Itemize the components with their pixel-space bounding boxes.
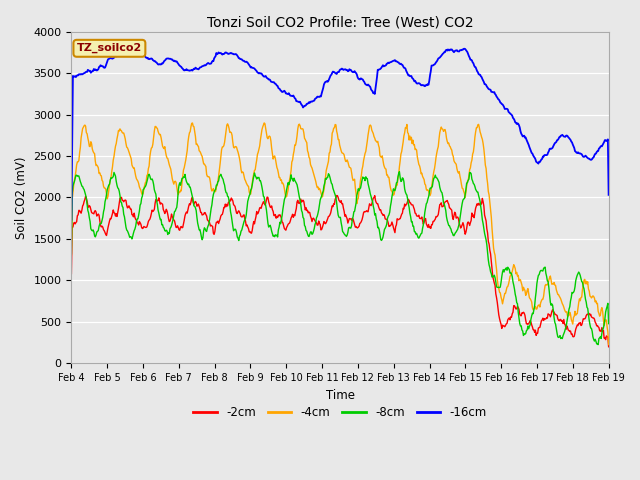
-8cm bbox=[605, 321, 612, 326]
Line: -8cm: -8cm bbox=[72, 172, 609, 345]
-8cm bbox=[406, 210, 413, 216]
-16cm bbox=[187, 68, 195, 73]
X-axis label: Time: Time bbox=[326, 389, 355, 402]
-16cm bbox=[132, 49, 140, 55]
-4cm bbox=[77, 135, 85, 141]
-16cm bbox=[405, 72, 413, 78]
-4cm bbox=[216, 167, 223, 173]
-16cm bbox=[421, 84, 429, 89]
-8cm bbox=[595, 342, 602, 348]
-2cm bbox=[132, 217, 140, 223]
-4cm bbox=[260, 120, 268, 126]
-8cm bbox=[68, 251, 76, 257]
-8cm bbox=[187, 187, 195, 193]
-16cm bbox=[605, 192, 612, 198]
-16cm bbox=[216, 50, 223, 56]
-4cm bbox=[187, 124, 195, 130]
Line: -16cm: -16cm bbox=[72, 49, 609, 219]
-2cm bbox=[406, 200, 413, 206]
-2cm bbox=[77, 210, 85, 216]
Y-axis label: Soil CO2 (mV): Soil CO2 (mV) bbox=[15, 156, 28, 239]
-8cm bbox=[77, 181, 85, 187]
-4cm bbox=[132, 176, 140, 181]
-4cm bbox=[422, 182, 429, 188]
Title: Tonzi Soil CO2 Profile: Tree (West) CO2: Tonzi Soil CO2 Profile: Tree (West) CO2 bbox=[207, 15, 474, 29]
Legend: -2cm, -4cm, -8cm, -16cm: -2cm, -4cm, -8cm, -16cm bbox=[188, 401, 492, 424]
-2cm bbox=[216, 218, 223, 224]
-8cm bbox=[132, 218, 140, 224]
-2cm bbox=[333, 192, 340, 198]
-4cm bbox=[68, 252, 76, 258]
-16cm bbox=[77, 71, 85, 77]
-8cm bbox=[396, 169, 403, 175]
-2cm bbox=[68, 271, 76, 276]
Line: -2cm: -2cm bbox=[72, 195, 609, 347]
-2cm bbox=[187, 199, 195, 205]
-8cm bbox=[422, 205, 429, 211]
-16cm bbox=[68, 216, 76, 222]
-4cm bbox=[605, 342, 612, 348]
-4cm bbox=[406, 133, 413, 139]
-8cm bbox=[216, 174, 223, 180]
-2cm bbox=[422, 216, 429, 221]
-2cm bbox=[605, 344, 612, 349]
Line: -4cm: -4cm bbox=[72, 123, 609, 345]
-16cm bbox=[461, 46, 468, 52]
Text: TZ_soilco2: TZ_soilco2 bbox=[77, 43, 142, 53]
